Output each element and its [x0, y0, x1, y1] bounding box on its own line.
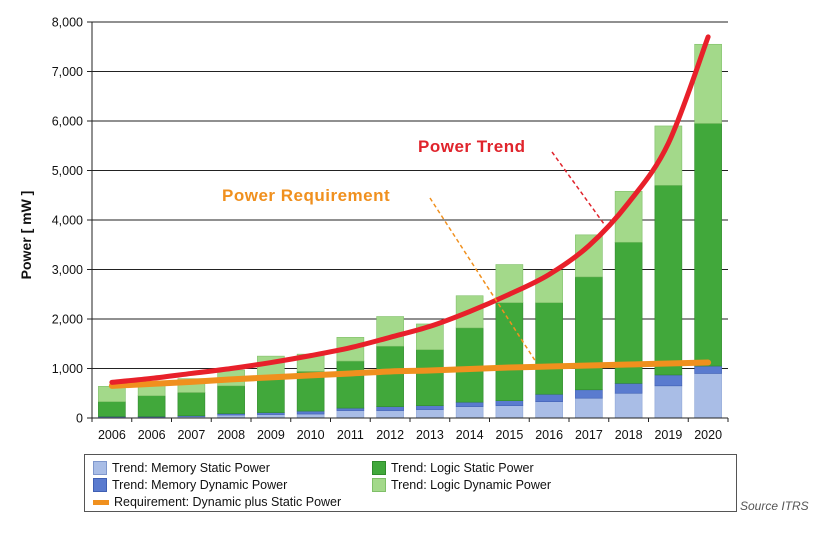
bar-segment [455, 327, 484, 403]
bar-segment [495, 400, 524, 406]
annotation-leader-power-requirement [429, 197, 537, 363]
x-tick-label: 2006 [98, 428, 126, 442]
legend-item-logic-dynamic: Trend: Logic Dynamic Power [372, 478, 551, 492]
y-tick-label: 7,000 [52, 65, 83, 79]
bar-segment [694, 365, 722, 374]
legend-swatch [372, 461, 386, 475]
requirement-line [108, 359, 712, 389]
legend-item-memory-static: Trend: Memory Static Power [93, 461, 270, 475]
bar-segment [217, 385, 245, 414]
legend: Trend: Memory Static Power Trend: Memory… [84, 454, 737, 512]
y-axis-label: Power [ mW ] [18, 191, 34, 280]
x-tick-label: 2008 [217, 428, 245, 442]
x-tick-label: 2019 [654, 428, 682, 442]
bar-segment [654, 385, 683, 419]
legend-swatch [372, 478, 386, 492]
annotation-power-trend: Power Trend [418, 137, 526, 156]
power-chart: 0 1,000 2,000 3,000 4,000 5,000 6,000 7,000 8,00… [18, 16, 729, 442]
x-tick-label: 2010 [297, 428, 325, 442]
x-tick-label: 2014 [456, 428, 484, 442]
bar-segment [296, 410, 325, 415]
bar-segment [376, 345, 404, 407]
annotation-power-requirement: Power Requirement [222, 186, 390, 205]
bar-segment [137, 395, 166, 417]
legend-label: Trend: Logic Static Power [391, 461, 534, 475]
bar-segment [336, 410, 365, 419]
trend-lines [108, 34, 712, 389]
bar-segment [98, 401, 126, 417]
bar-segment [575, 397, 603, 419]
bar-segment [654, 125, 683, 186]
bar-segment [654, 185, 683, 376]
bar-segment [177, 392, 206, 417]
x-tick-label: 2006 [138, 428, 166, 442]
bar-segment [535, 270, 563, 303]
bar-segment [257, 414, 285, 419]
x-tick-label: 2012 [376, 428, 404, 442]
y-tick-label: 1,000 [52, 362, 83, 376]
legend-item-memory-dynamic: Trend: Memory Dynamic Power [93, 478, 287, 492]
x-tick-label: 2011 [337, 428, 364, 442]
y-tick-label: 8,000 [52, 16, 83, 30]
bar-segment [575, 276, 603, 391]
bar-segment [614, 392, 643, 419]
legend-item-requirement: Requirement: Dynamic plus Static Power [93, 495, 341, 509]
bar-segment [694, 373, 722, 419]
bar-segment [535, 302, 563, 395]
x-tick-label: 2020 [694, 428, 722, 442]
bar-segment [614, 383, 643, 394]
legend-label: Trend: Memory Dynamic Power [112, 478, 288, 492]
x-tick-label: 2009 [257, 428, 285, 442]
source-note: Source ITRS [740, 499, 809, 513]
bar-segment [336, 407, 365, 411]
bar-segment [257, 377, 285, 413]
axes: 0 1,000 2,000 3,000 4,000 5,000 6,000 7,000 8,00… [52, 16, 729, 442]
annotations: Power Trend Power Requirement [222, 137, 605, 363]
x-tick-label: 2015 [495, 428, 523, 442]
annotation-leader-power-trend [551, 151, 605, 225]
bar-segment [535, 401, 563, 419]
bar-segment [535, 393, 563, 402]
bar-segment [455, 401, 484, 407]
x-tick-label: 2018 [615, 428, 643, 442]
bar-segment [694, 123, 722, 367]
bar-segment [376, 410, 404, 419]
bar-segment [376, 406, 404, 411]
bar-segment [336, 360, 365, 409]
legend-line-swatch [93, 499, 109, 505]
y-tick-label: 0 [76, 412, 83, 426]
bar-segment [495, 302, 524, 401]
grid [92, 21, 728, 369]
bar-segment [416, 349, 444, 406]
y-tick-label: 4,000 [52, 214, 83, 228]
bar-segment [416, 409, 444, 419]
power-trend-line [109, 34, 711, 385]
legend-label: Trend: Logic Dynamic Power [391, 478, 552, 492]
bars [98, 43, 722, 419]
y-tick-label: 5,000 [52, 164, 83, 178]
y-tick-label: 3,000 [52, 263, 83, 277]
bar-segment [296, 413, 325, 419]
legend-swatch [93, 461, 107, 475]
bar-segment [416, 405, 444, 410]
bar-segment [654, 374, 683, 387]
y-tick-label: 6,000 [52, 115, 83, 129]
bar-segment [455, 406, 484, 419]
legend-label: Requirement: Dynamic plus Static Power [114, 495, 342, 509]
x-tick-label: 2007 [177, 428, 205, 442]
y-tick-label: 2,000 [52, 313, 83, 327]
bar-segment [495, 405, 524, 419]
legend-swatch [93, 478, 107, 492]
x-tick-label: 2013 [416, 428, 444, 442]
bar-segment [694, 43, 722, 124]
bar-segment [575, 389, 603, 399]
x-tick-label: 2016 [535, 428, 563, 442]
x-tick-label: 2017 [575, 428, 603, 442]
legend-label: Trend: Memory Static Power [112, 461, 270, 475]
legend-item-logic-static: Trend: Logic Static Power [372, 461, 534, 475]
